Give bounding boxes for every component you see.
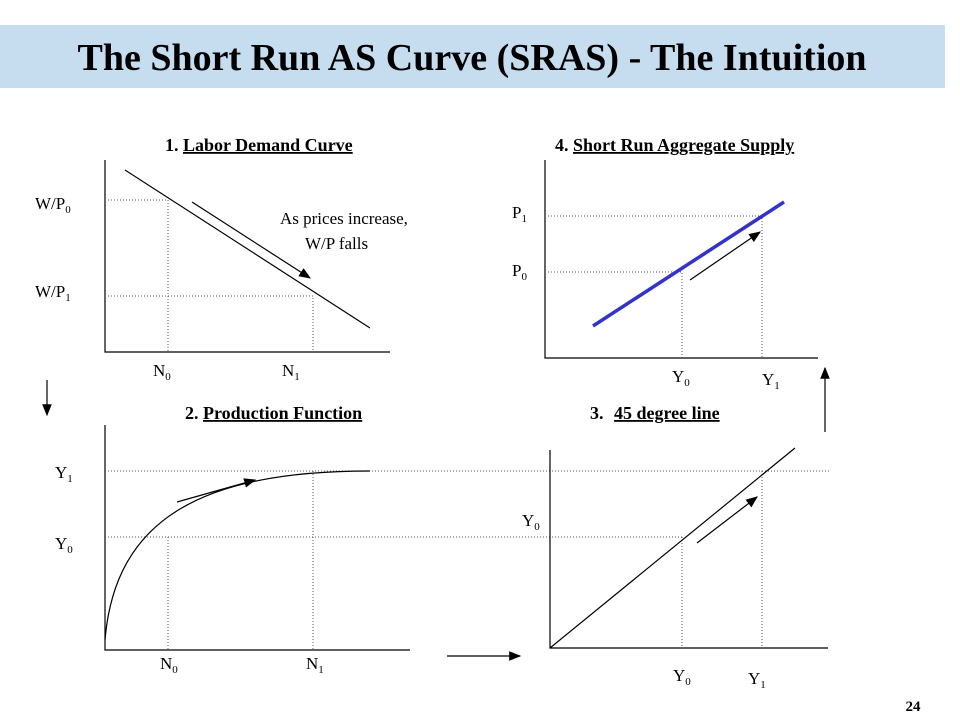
label-part: Y (673, 666, 685, 685)
guide-lines (681, 471, 763, 648)
movement-arrow (696, 496, 758, 544)
label-part: 1 (67, 473, 73, 485)
label-part: 0 (684, 377, 690, 389)
label-part: Y (522, 511, 534, 530)
label-part: 1 (318, 664, 324, 676)
axis-label: Y1 (762, 370, 780, 392)
label-part: Y (762, 370, 774, 389)
axis-label: N0 (153, 361, 171, 383)
annotation: W/P falls (305, 234, 368, 253)
title-bar (0, 25, 945, 88)
label-part: Y (55, 534, 67, 553)
panel-number: 1. (165, 135, 179, 155)
panel-45-degree: 3. 45 degree line Y0 Y0 Y1 (522, 403, 828, 691)
label-part: Y (55, 463, 67, 482)
annotation: As prices increase, (280, 209, 408, 228)
label-part: Y (672, 367, 684, 386)
label-part: 0 (521, 271, 527, 283)
axis-label: W/P1 (35, 282, 71, 304)
axis-label: N1 (282, 361, 300, 383)
label-part: 0 (172, 664, 178, 676)
label-part: 1 (294, 371, 300, 383)
label-part: 0 (685, 676, 691, 688)
axis-label: P1 (512, 203, 527, 225)
movement-arrow (176, 478, 257, 503)
panel-labor-demand: 1. Labor Demand Curve W/P0 W/P1 N0 N1 As… (35, 135, 408, 383)
axes (104, 425, 410, 651)
45-degree-line (549, 447, 796, 649)
labor-demand-curve (124, 169, 371, 329)
label-part: 0 (165, 371, 171, 383)
label-part: P (512, 261, 521, 280)
label-part: 0 (67, 544, 73, 556)
panel-heading: 2. Production Function (185, 403, 362, 423)
axis-label: Y0 (672, 367, 690, 389)
panel-heading: 1. Labor Demand Curve (165, 135, 353, 155)
label-part: N (153, 361, 165, 380)
label-part: 1 (760, 679, 766, 691)
panel-heading: 4. Short Run Aggregate Supply (555, 135, 794, 155)
label-part: P (512, 203, 521, 222)
label-part: 45 degree line (614, 403, 720, 423)
label-part: N (306, 654, 318, 673)
movement-arrow (689, 231, 761, 281)
label-part: 1 (774, 380, 780, 392)
label-part: 3. (590, 403, 604, 423)
label-part: 1 (65, 292, 71, 304)
axes (104, 160, 390, 353)
axis-label: Y0 (673, 666, 691, 688)
axis-label: Y1 (55, 463, 73, 485)
axis-label: W/P0 (35, 194, 71, 216)
movement-arrow (191, 201, 312, 279)
panel-sras: 4. Short Run Aggregate Supply P1 P0 Y0 Y… (512, 135, 818, 392)
label-part: W/P (35, 282, 65, 301)
label-part: Production Function (203, 403, 362, 423)
axis-label: N1 (306, 654, 324, 676)
guide-lines (105, 199, 314, 352)
sras-curve (592, 200, 785, 328)
axis-label: P0 (512, 261, 527, 283)
label-part: N (282, 361, 294, 380)
heading-text: Labor Demand Curve (183, 135, 353, 155)
page-number: 24 (906, 699, 922, 715)
label-part: W/P (35, 194, 65, 213)
axis-label: Y1 (748, 669, 766, 691)
label-part: N (160, 654, 172, 673)
axes (549, 450, 828, 649)
label-part: Y (748, 669, 760, 688)
label-part: 1 (521, 213, 527, 225)
label-part: 0 (534, 521, 540, 533)
title: The Short Run AS Curve (SRAS) - The Intu… (77, 37, 866, 79)
axes (544, 160, 818, 359)
guide-lines (105, 470, 830, 650)
axis-label: N0 (160, 654, 178, 676)
axis-label: Y0 (55, 534, 73, 556)
label-part: Short Run Aggregate Supply (573, 135, 794, 155)
panel-production-function: 2. Production Function Y1 Y0 N0 N1 (55, 403, 830, 676)
panel-heading: 3. 45 degree line (590, 403, 720, 423)
axis-label: Y0 (522, 511, 540, 533)
label-part: 2. (185, 403, 199, 423)
label-part: 4. (555, 135, 569, 155)
production-curve (104, 470, 371, 641)
label-part: 0 (65, 204, 71, 216)
